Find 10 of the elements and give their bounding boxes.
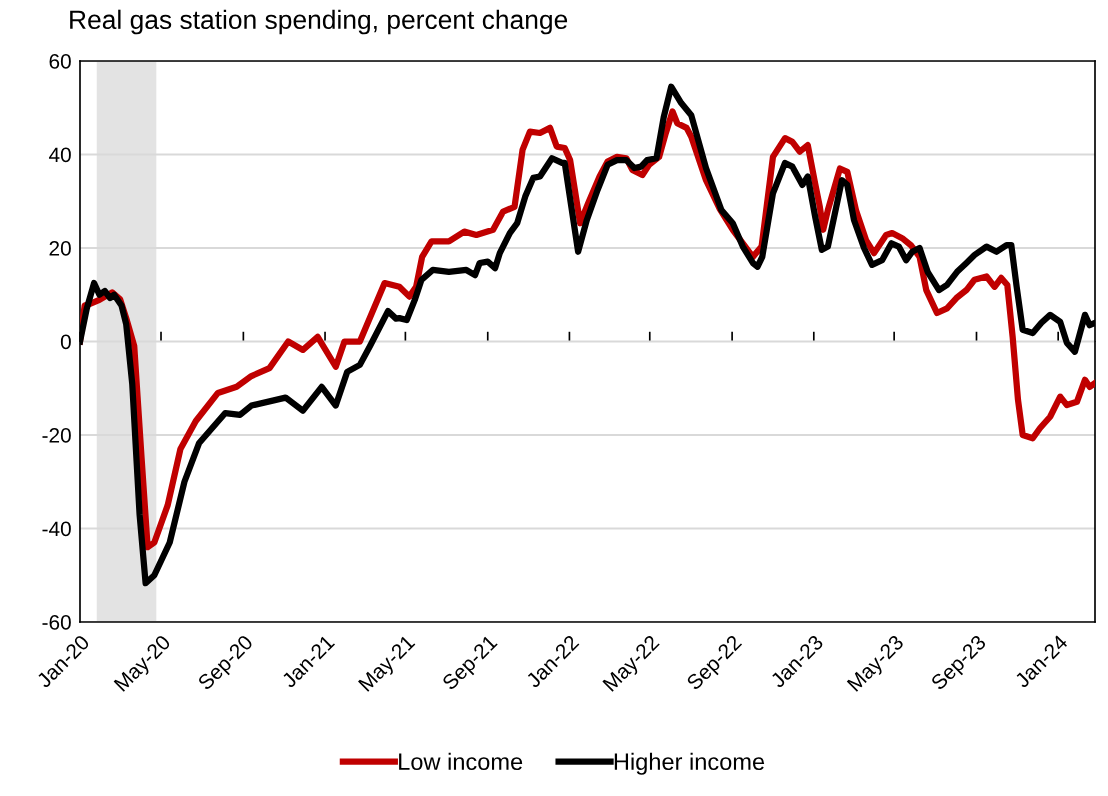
y-tick-label: -60 bbox=[42, 615, 71, 630]
y-tick-label: 60 bbox=[49, 54, 71, 69]
y-tick-label: -20 bbox=[42, 428, 71, 443]
legend-label: Low income bbox=[399, 752, 523, 771]
legend-label: Higher income bbox=[614, 752, 765, 775]
chart-title: Real gas station spending, percent change bbox=[70, 9, 568, 35]
y-tick-label: 20 bbox=[49, 241, 71, 256]
y-tick-label: -40 bbox=[42, 521, 71, 537]
y-tick-label: 40 bbox=[48, 147, 71, 163]
y-tick-label: 0 bbox=[60, 334, 71, 350]
